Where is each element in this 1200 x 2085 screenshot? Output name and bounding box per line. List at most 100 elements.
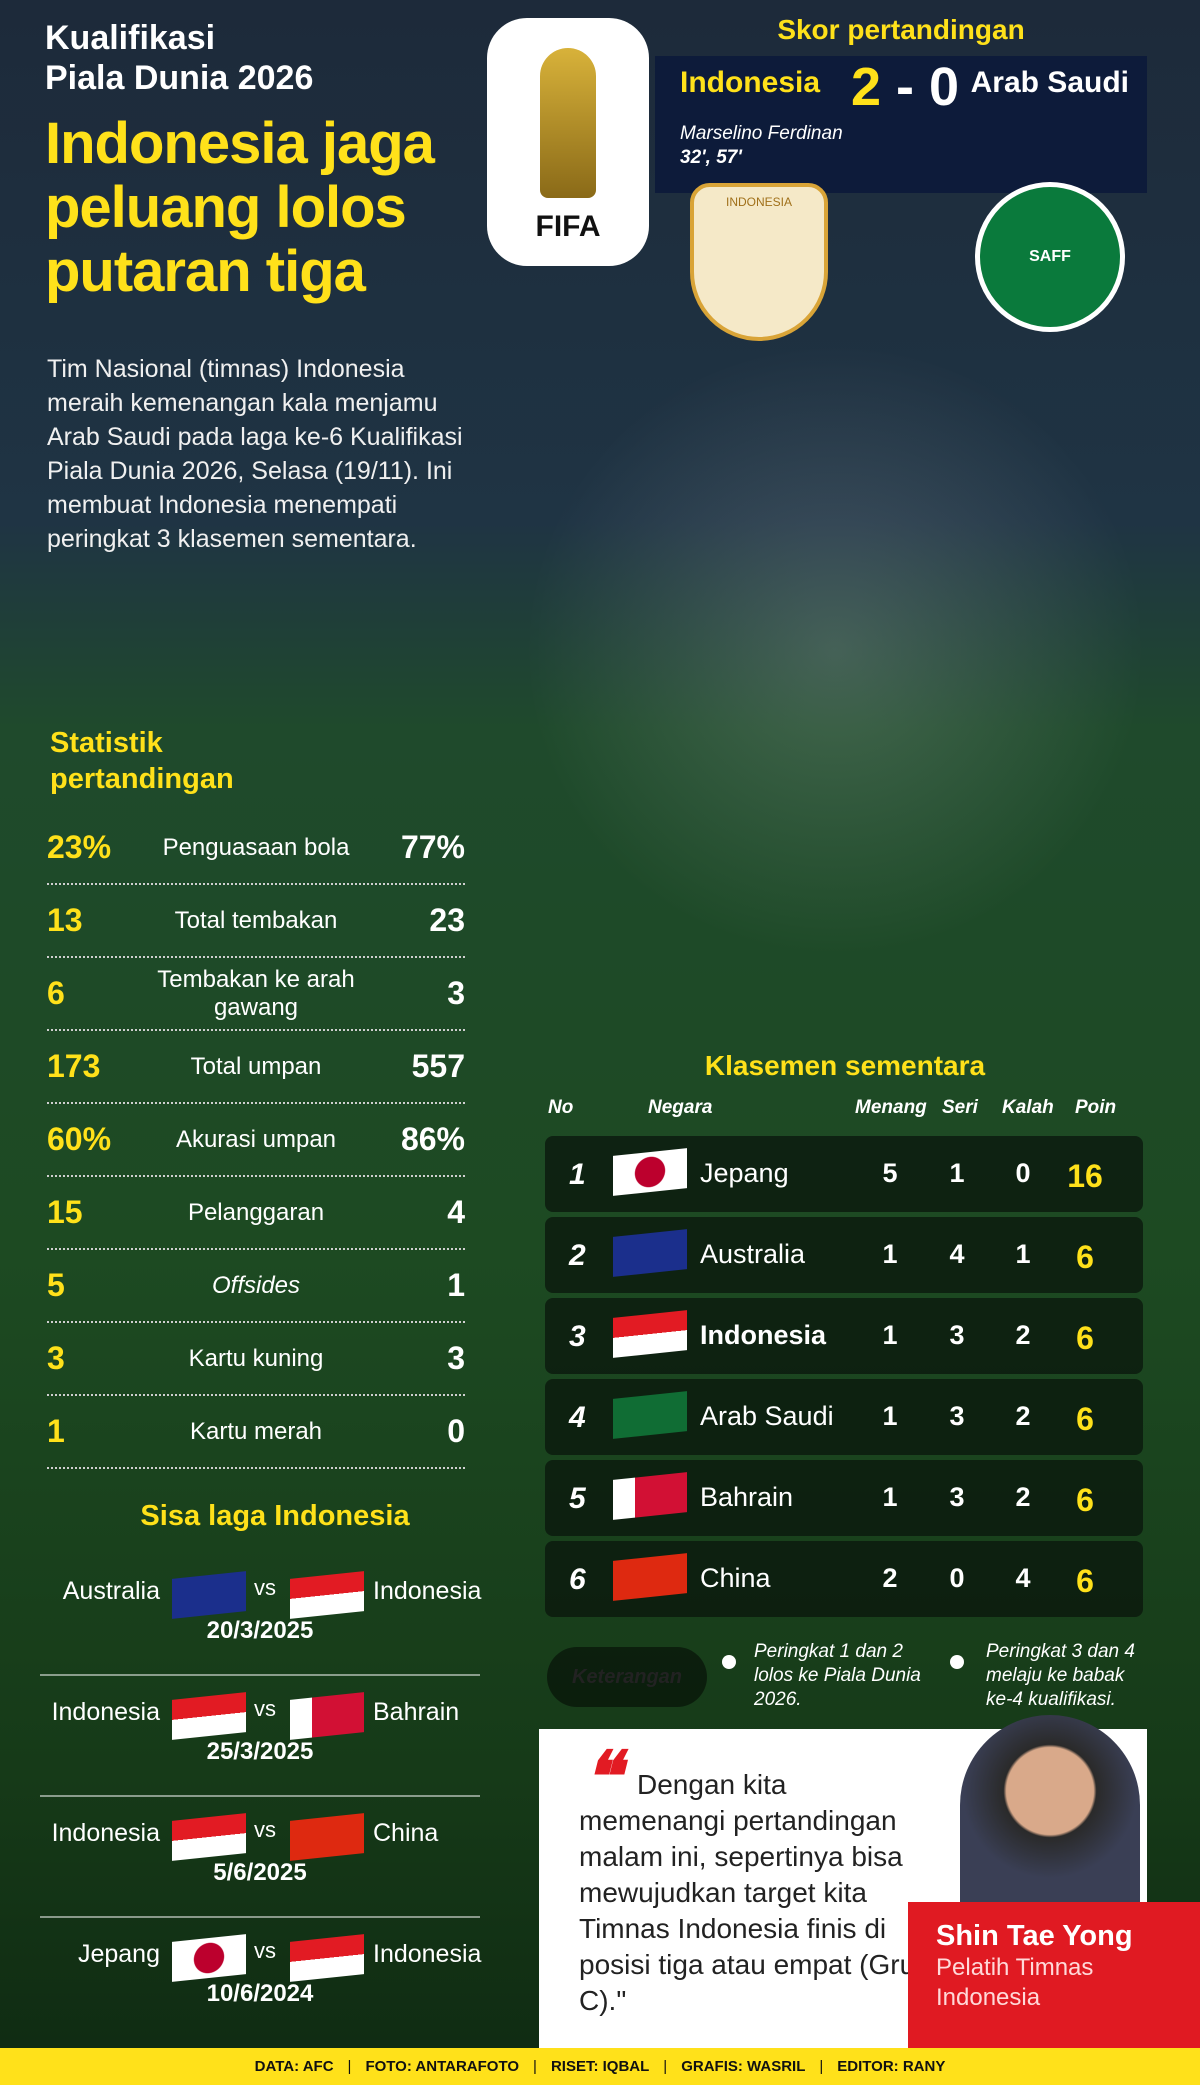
col-no: No: [548, 1097, 574, 1118]
stat-row: 5 Offsides 1: [47, 1250, 465, 1323]
credit: DATA: AFC: [254, 2058, 334, 2075]
stat-label: Kartu merah: [189, 1417, 323, 1445]
fifa-logo-text: FIFA: [535, 210, 601, 243]
stats-title: Statistik pertandingan: [50, 727, 234, 795]
stat-away: 23: [429, 902, 465, 938]
stat-row: 60% Akurasi umpan 86%: [47, 1104, 465, 1177]
fifa-logo: FIFA: [487, 18, 649, 266]
col-loss: Kalah: [1002, 1097, 1054, 1118]
flag-icon: [172, 1571, 246, 1619]
stat-row: 13 Total tembakan 23: [47, 885, 465, 958]
wins: 1: [882, 1320, 898, 1350]
bullet-icon: [950, 1655, 964, 1669]
draws: 1: [949, 1158, 965, 1188]
stat-away: 3: [447, 975, 465, 1011]
stat-row: 6 Tembakan ke arah gawang 3: [47, 958, 465, 1031]
note-1: Peringkat 1 dan 2 lolos ke Piala Dunia 2…: [754, 1641, 921, 1710]
country-name: Bahrain: [700, 1482, 794, 1512]
stat-label: Pelanggaran: [187, 1198, 325, 1226]
flag-icon: [290, 1571, 364, 1619]
losses: 2: [1015, 1320, 1031, 1350]
rank: 1: [569, 1158, 586, 1191]
note-2: Peringkat 3 dan 4 melaju ke babak ke-4 k…: [986, 1641, 1135, 1710]
stat-home: 23%: [47, 829, 112, 865]
losses: 4: [1015, 1563, 1031, 1593]
match-home: Indonesia: [51, 1698, 160, 1726]
flag-icon: [172, 1934, 246, 1982]
credit: GRAFIS: WASRIL: [681, 2058, 806, 2075]
away-team: Arab Saudi: [970, 66, 1129, 99]
vs-label: vs: [254, 1817, 276, 1842]
stat-home: 6: [47, 975, 65, 1011]
score-title: Skor pertandingan: [777, 14, 1025, 45]
draws: 4: [949, 1239, 965, 1269]
points: 6: [1076, 1320, 1094, 1356]
losses: 2: [1015, 1482, 1031, 1512]
stat-label: Penguasaan bola: [162, 833, 350, 861]
flag-icon: [290, 1813, 364, 1861]
stat-home: 15: [47, 1194, 83, 1230]
standings-row: 5 Bahrain 1 3 2 6: [545, 1460, 1143, 1536]
points: 6: [1076, 1239, 1094, 1275]
points: 16: [1067, 1158, 1103, 1194]
stat-home: 3: [47, 1340, 65, 1376]
draws: 3: [949, 1320, 965, 1350]
match-date: 25/3/2025: [206, 1738, 314, 1765]
kicker-line: Piala Dunia 2026: [45, 59, 314, 97]
match-date: 10/6/2024: [206, 1980, 314, 2007]
saff-crest: SAFF: [975, 182, 1125, 332]
score-sep: -: [896, 57, 914, 117]
points: 6: [1076, 1482, 1094, 1518]
intro-text: Tim Nasional (timnas) Indonesia meraih k…: [47, 355, 463, 553]
stat-away: 3: [447, 1340, 465, 1376]
match-photo: [470, 290, 1200, 1010]
stat-away: 86%: [400, 1121, 465, 1157]
stat-away: 1: [447, 1267, 465, 1303]
losses: 0: [1015, 1158, 1031, 1188]
flag-icon: [290, 1692, 364, 1740]
rank: 3: [569, 1320, 586, 1353]
away-goals: 0: [929, 57, 960, 117]
coach-role: Pelatih Timnas Indonesia: [936, 1954, 1094, 2011]
country-name: China: [700, 1563, 771, 1593]
flag-icon: [613, 1553, 687, 1601]
remaining-title: Sisa laga Indonesia: [140, 1500, 410, 1532]
credit: EDITOR: RANY: [837, 2058, 946, 2075]
stat-label: Tembakan ke arah gawang: [157, 965, 355, 1021]
scorer-name: Marselino Ferdinan: [680, 123, 843, 144]
country-name: Jepang: [700, 1158, 789, 1188]
match-away: Indonesia: [373, 1577, 482, 1605]
wins: 1: [882, 1482, 898, 1512]
country-name: Indonesia: [700, 1320, 827, 1350]
headline: Indonesia jaga peluang lolos putaran tig…: [45, 111, 435, 304]
flag-icon: [613, 1148, 687, 1196]
divider: |: [347, 2058, 352, 2075]
match-home: Indonesia: [51, 1819, 160, 1847]
wins: 2: [882, 1563, 898, 1593]
flag-icon: [613, 1391, 687, 1439]
rank: 6: [569, 1563, 586, 1596]
vs-label: vs: [254, 1575, 276, 1600]
vs-label: vs: [254, 1696, 276, 1721]
coach-photo: [960, 1715, 1140, 1905]
wins: 5: [882, 1158, 898, 1188]
score-value: 2 - 0: [835, 56, 975, 118]
col-win: Menang: [855, 1097, 927, 1118]
flag-icon: [613, 1229, 687, 1277]
crest-text: SAFF: [1029, 248, 1071, 265]
points: 6: [1076, 1401, 1094, 1437]
standings-row: 1 Jepang 5 1 0 16: [545, 1136, 1143, 1212]
country-name: Australia: [700, 1239, 806, 1269]
stat-row: 1 Kartu merah 0: [47, 1396, 465, 1469]
losses: 2: [1015, 1401, 1031, 1431]
losses: 1: [1015, 1239, 1031, 1269]
stat-row: 23% Penguasaan bola 77%: [47, 812, 465, 885]
col-points: Poin: [1075, 1097, 1117, 1118]
flag-icon: [290, 1934, 364, 1982]
vs-label: vs: [254, 1938, 276, 1963]
quote-icon: ❝: [583, 1738, 621, 1816]
rank: 4: [569, 1401, 586, 1434]
match-away: Bahrain: [373, 1698, 460, 1726]
match-row: Jepang vs Indonesia 10/6/2024: [40, 1918, 481, 2039]
divider: |: [663, 2058, 668, 2075]
